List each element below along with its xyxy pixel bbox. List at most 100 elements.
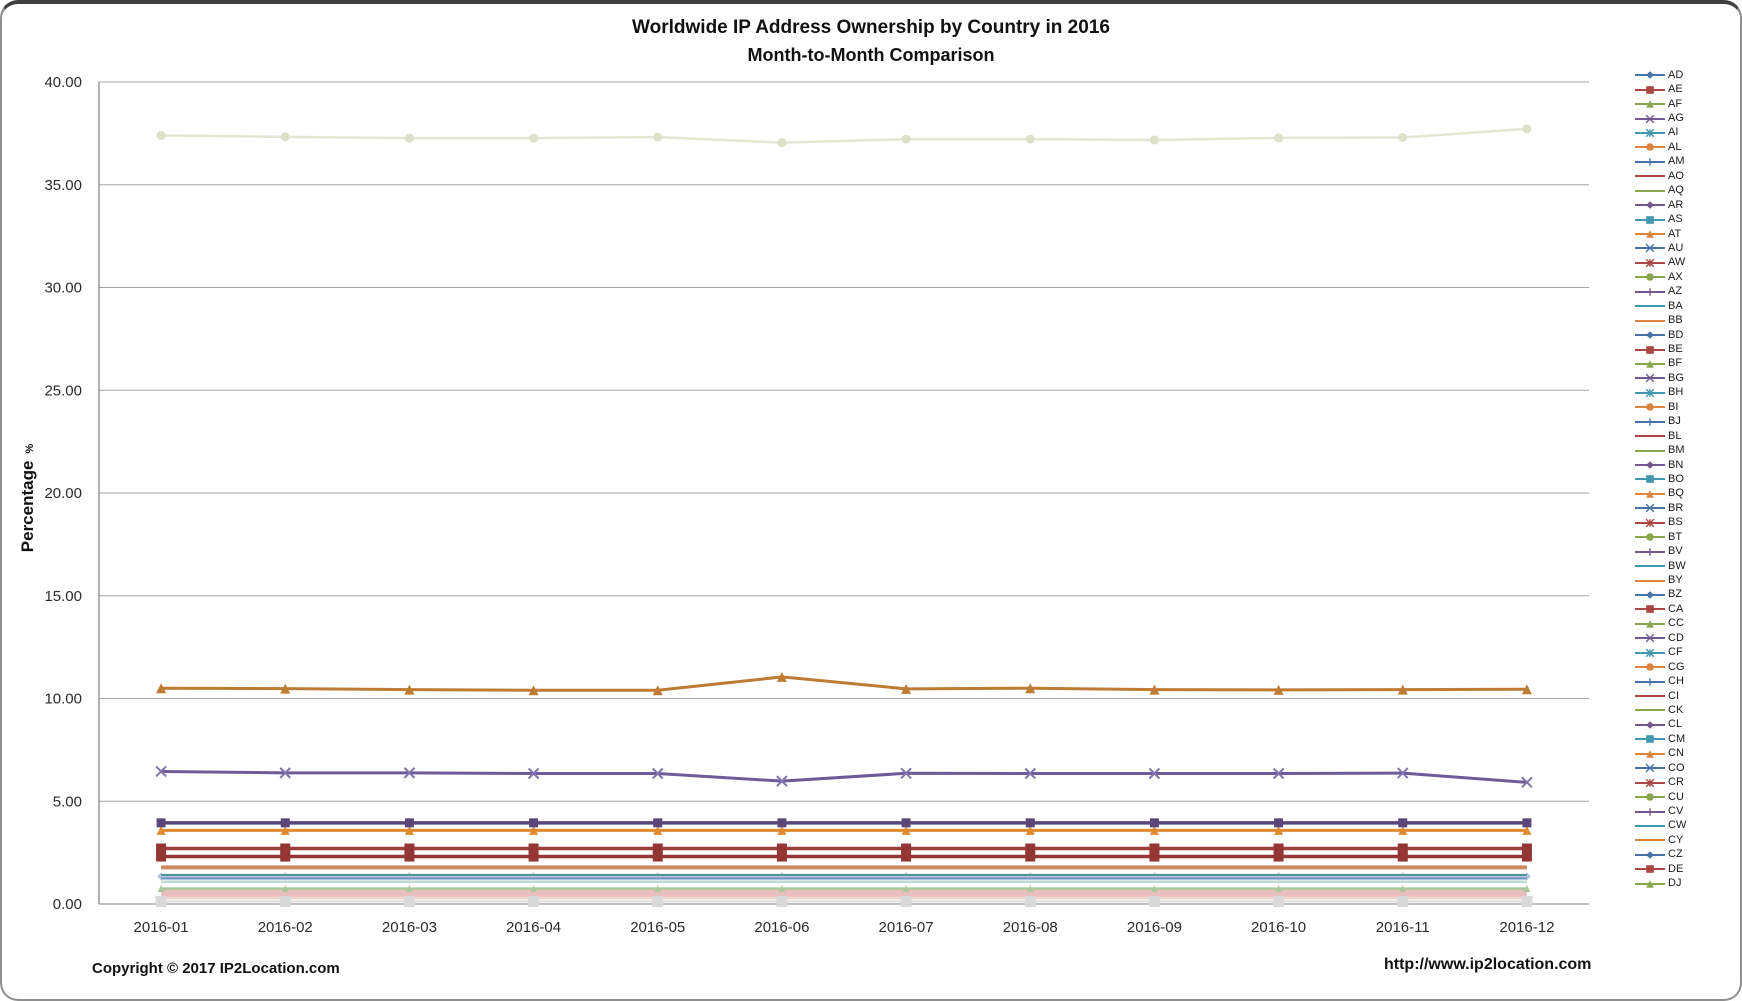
legend-swatch-plus-icon bbox=[1635, 287, 1665, 296]
legend-item-CA: CA bbox=[1634, 602, 1738, 616]
legend-item-BS: BS bbox=[1634, 516, 1738, 530]
legend-label: CV bbox=[1668, 805, 1684, 818]
legend-swatch-asterisk-icon bbox=[1635, 778, 1665, 787]
legend-item-BB: BB bbox=[1634, 313, 1738, 327]
legend-label: DJ bbox=[1668, 877, 1682, 890]
y-tick-label: 0.00 bbox=[53, 896, 82, 913]
legend-item-AQ: AQ bbox=[1634, 184, 1738, 198]
legend-item-BJ: BJ bbox=[1634, 415, 1738, 429]
legend-label: DE bbox=[1668, 862, 1684, 875]
website-url: http://www.ip2location.com bbox=[1384, 956, 1592, 973]
legend-item-BQ: BQ bbox=[1634, 487, 1738, 501]
legend-swatch-diamond-icon bbox=[1635, 71, 1665, 80]
legend-label: CZ bbox=[1668, 848, 1683, 861]
legend-swatch-triangle-icon bbox=[1635, 100, 1665, 108]
legend-swatch-plus-icon bbox=[1635, 158, 1665, 166]
legend-swatch-triangle-icon bbox=[1635, 620, 1665, 628]
legend-label: AL bbox=[1668, 140, 1682, 153]
legend-item-AT: AT bbox=[1634, 227, 1738, 241]
legend: AD AE AF AG AI AL AM AO AQ AR AS AT AU AW AX AZ BA BB BD BE… bbox=[1634, 68, 1738, 891]
legend-swatch-triangle-icon bbox=[1635, 749, 1665, 758]
legend-swatch-diamond-icon bbox=[1635, 591, 1665, 599]
legend-swatch-none-icon bbox=[1635, 435, 1665, 438]
legend-label: BO bbox=[1668, 472, 1684, 485]
y-axis-unit: % bbox=[24, 443, 36, 454]
x-tick-label: 2016-10 bbox=[1251, 919, 1306, 936]
legend-swatch-none-icon bbox=[1635, 175, 1665, 178]
legend-label: CD bbox=[1668, 631, 1684, 644]
x-tick-label: 2016-11 bbox=[1376, 919, 1430, 936]
y-tick-label: 5.00 bbox=[53, 793, 82, 810]
legend-item-BV: BV bbox=[1634, 544, 1738, 558]
legend-swatch-circle-icon bbox=[1635, 143, 1665, 152]
legend-label: BE bbox=[1668, 343, 1683, 356]
legend-item-BL: BL bbox=[1634, 429, 1738, 443]
legend-label: BA bbox=[1668, 299, 1683, 312]
legend-swatch-circle-icon bbox=[1635, 403, 1665, 412]
legend-label: BQ bbox=[1668, 487, 1684, 500]
legend-swatch-x-icon bbox=[1635, 763, 1665, 773]
legend-item-CU: CU bbox=[1634, 790, 1738, 804]
legend-label: AX bbox=[1668, 270, 1683, 283]
legend-item-BZ: BZ bbox=[1634, 588, 1738, 602]
legend-label: BG bbox=[1668, 371, 1684, 384]
y-tick-label: 35.00 bbox=[44, 177, 82, 194]
legend-swatch-asterisk-icon bbox=[1635, 128, 1665, 138]
x-tick-label: 2016-05 bbox=[630, 919, 685, 936]
legend-swatch-asterisk-icon bbox=[1635, 388, 1665, 398]
legend-label: BF bbox=[1668, 357, 1683, 370]
legend-label: CI bbox=[1668, 689, 1679, 702]
legend-item-AX: AX bbox=[1634, 270, 1738, 284]
legend-label: CY bbox=[1668, 833, 1684, 846]
legend-item-CF: CF bbox=[1634, 646, 1738, 660]
legend-label: BN bbox=[1668, 458, 1684, 471]
x-tick-label: 2016-03 bbox=[382, 919, 437, 936]
legend-item-CZ: CZ bbox=[1634, 848, 1738, 862]
chart-title: Worldwide IP Address Ownership by Countr… bbox=[632, 17, 1110, 38]
legend-swatch-none-icon bbox=[1635, 305, 1665, 308]
legend-item-CI: CI bbox=[1634, 689, 1738, 703]
legend-label: CG bbox=[1668, 660, 1685, 673]
legend-label: CH bbox=[1668, 675, 1684, 688]
legend-label: AQ bbox=[1668, 184, 1684, 197]
series-line-purple-x-6.3 bbox=[155, 765, 1533, 789]
legend-item-BY: BY bbox=[1634, 573, 1738, 587]
legend-swatch-square-icon bbox=[1635, 345, 1665, 354]
legend-item-CH: CH bbox=[1634, 674, 1738, 688]
legend-swatch-none-icon bbox=[1635, 449, 1665, 452]
legend-label: BR bbox=[1668, 501, 1684, 514]
legend-item-AL: AL bbox=[1634, 140, 1738, 154]
legend-label: AF bbox=[1668, 97, 1683, 110]
legend-item-DE: DE bbox=[1634, 862, 1738, 876]
legend-item-CV: CV bbox=[1634, 804, 1738, 818]
legend-label: BJ bbox=[1668, 415, 1681, 428]
legend-label: BH bbox=[1668, 386, 1684, 399]
legend-label: CA bbox=[1668, 602, 1684, 615]
legend-swatch-square-icon bbox=[1635, 475, 1665, 484]
legend-label: AD bbox=[1668, 68, 1684, 81]
legend-label: CM bbox=[1668, 732, 1686, 745]
legend-label: BI bbox=[1668, 400, 1679, 413]
legend-label: BY bbox=[1668, 574, 1683, 587]
legend-item-BR: BR bbox=[1634, 501, 1738, 515]
legend-label: AZ bbox=[1668, 285, 1683, 298]
legend-swatch-asterisk-icon bbox=[1635, 258, 1665, 268]
legend-label: AM bbox=[1668, 155, 1685, 168]
legend-item-CW: CW bbox=[1634, 819, 1738, 833]
legend-item-AG: AG bbox=[1634, 111, 1738, 125]
legend-item-AD: AD bbox=[1634, 68, 1738, 82]
y-tick-label: 10.00 bbox=[44, 691, 82, 708]
legend-label: CU bbox=[1668, 790, 1684, 803]
legend-item-BA: BA bbox=[1634, 299, 1738, 313]
legend-swatch-square-icon bbox=[1635, 735, 1665, 744]
legend-label: CR bbox=[1668, 776, 1684, 789]
legend-swatch-none-icon bbox=[1635, 824, 1665, 827]
legend-item-AU: AU bbox=[1634, 241, 1738, 255]
series-line-dark-red-high bbox=[156, 843, 1532, 854]
legend-item-BH: BH bbox=[1634, 386, 1738, 400]
legend-label: AG bbox=[1668, 112, 1684, 125]
legend-label: CL bbox=[1668, 718, 1683, 731]
copyright-text: Copyright © 2017 IP2Location.com bbox=[92, 960, 340, 977]
legend-label: CK bbox=[1668, 703, 1684, 716]
legend-label: BB bbox=[1668, 314, 1683, 327]
